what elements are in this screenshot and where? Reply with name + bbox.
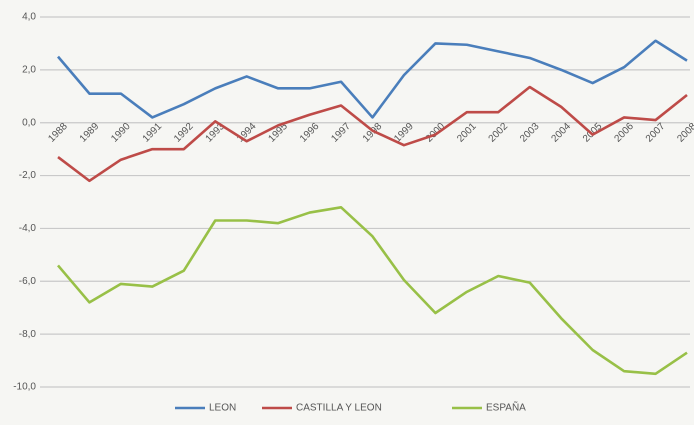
x-tick-label: 2007 [644, 121, 668, 145]
x-tick-label: 1990 [109, 121, 133, 145]
x-tick-label: 1996 [298, 121, 322, 145]
x-tick-label: 2005 [581, 121, 605, 145]
y-tick-label: -4,0 [19, 223, 37, 234]
legend-label: CASTILLA Y LEON [296, 403, 382, 414]
series-line [57, 39, 688, 119]
x-tick-label: 2008 [675, 121, 694, 145]
y-tick-label: -2,0 [19, 170, 37, 181]
x-tick-label: 2002 [487, 121, 511, 145]
x-tick-label: 1993 [204, 121, 228, 145]
x-tick-label: 2006 [612, 121, 636, 145]
series-line [57, 85, 688, 183]
y-tick-label: -6,0 [19, 276, 37, 287]
y-tick-label: -10,0 [13, 382, 36, 393]
legend-item: LEON [175, 403, 236, 414]
x-tick-label: 2004 [550, 121, 574, 145]
y-tick-label: 0,0 [22, 117, 36, 128]
legend-label: ESPAÑA [486, 401, 526, 414]
y-tick-label: 2,0 [22, 64, 36, 75]
legend-item: ESPAÑA [452, 401, 526, 414]
x-tick-label: 1997 [329, 121, 353, 145]
y-tick-label: -8,0 [19, 329, 37, 340]
y-tick-label: 4,0 [22, 12, 36, 23]
x-tick-label: 2000 [424, 121, 448, 145]
x-tick-label: 2003 [518, 121, 542, 145]
series-line [57, 205, 688, 376]
x-tick-label: 1988 [46, 121, 70, 145]
x-tick-label: 1989 [78, 121, 102, 145]
x-tick-label: 2001 [455, 121, 479, 145]
legend-label: LEON [209, 403, 236, 414]
x-tick-label: 1991 [141, 121, 165, 145]
legend-item: CASTILLA Y LEON [262, 403, 382, 414]
